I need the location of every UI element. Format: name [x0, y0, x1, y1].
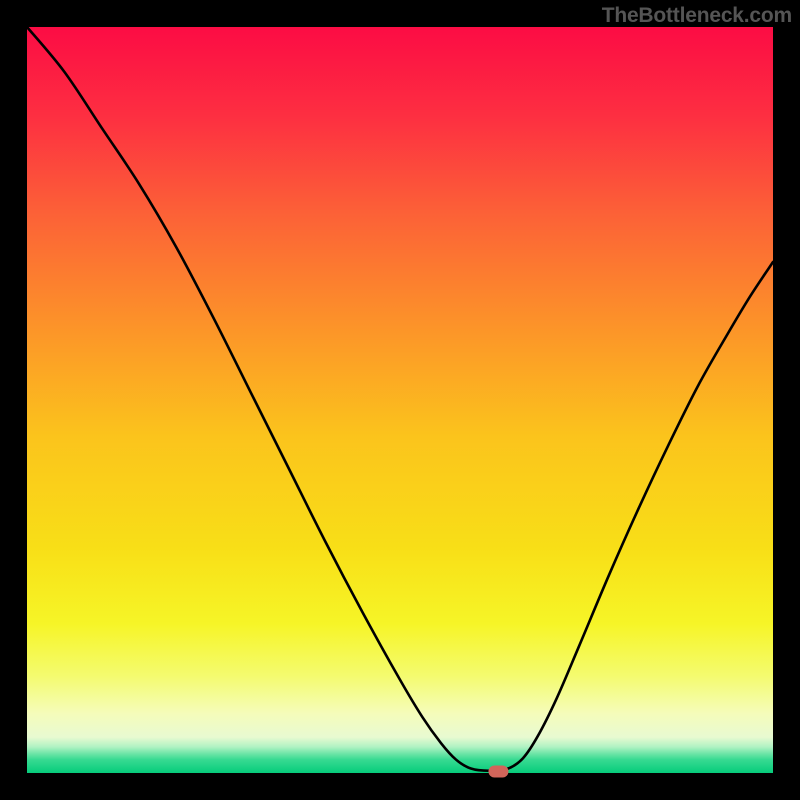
bottleneck-chart: TheBottleneck.com: [0, 0, 800, 800]
attribution-label: TheBottleneck.com: [602, 4, 792, 28]
optimal-point-marker: [488, 766, 508, 778]
plot-area: [27, 27, 773, 773]
chart-svg: [0, 0, 800, 800]
